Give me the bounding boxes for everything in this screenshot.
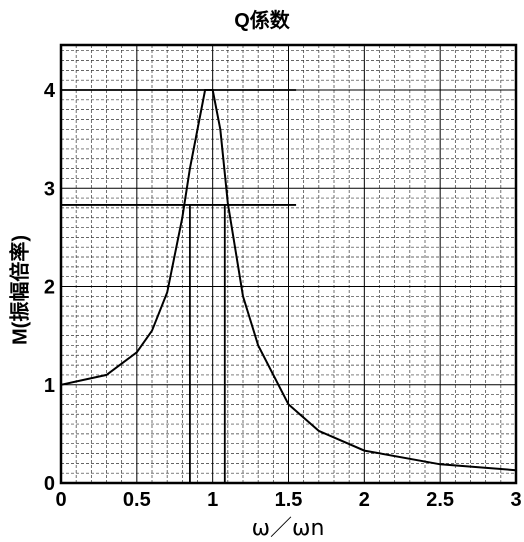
major-grid — [61, 45, 516, 483]
series-line — [60, 89, 517, 472]
x-axis-label: ω／ωn — [251, 516, 325, 541]
reference-lines — [61, 89, 297, 483]
x-tick-label: 0.5 — [123, 489, 151, 511]
y-tick-label: 0 — [44, 473, 55, 495]
y-tick-label: 1 — [44, 375, 55, 397]
y-tick-label: 3 — [44, 178, 55, 200]
x-tick-label: 2 — [359, 489, 370, 511]
x-tick-label: 2.5 — [426, 489, 454, 511]
y-tick-label: 4 — [44, 80, 56, 102]
x-tick-label: 1.5 — [275, 489, 303, 511]
x-tick-label: 3 — [510, 489, 521, 511]
y-tick-labels: 0 1 2 3 4 — [44, 80, 56, 495]
x-tick-label: 0 — [55, 489, 66, 511]
plot-frame — [59, 43, 518, 485]
x-tick-label: 1 — [207, 489, 218, 511]
y-tick-label: 2 — [44, 277, 55, 299]
x-tick-labels: 0 0.5 1 1.5 2 2.5 3 — [55, 489, 521, 511]
chart-title: Q係数 — [234, 10, 290, 32]
